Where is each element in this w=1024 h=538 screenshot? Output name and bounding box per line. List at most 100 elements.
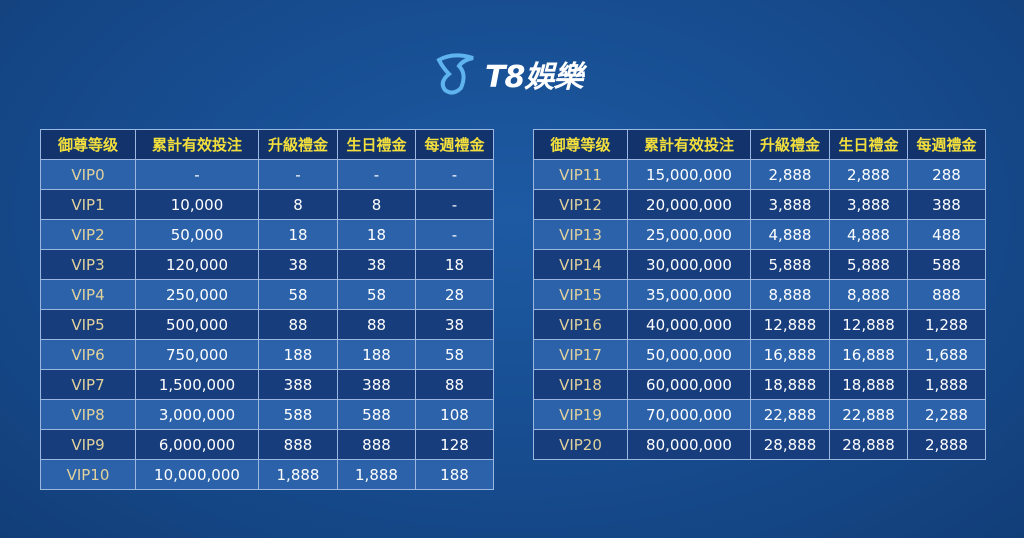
vip-level-cell: VIP8 [40,399,136,430]
vip-level-cell: VIP0 [40,159,136,190]
cumulative-bet-cell: 10,000,000 [135,459,259,490]
header-cumulative-bet: 累計有效投注 [627,129,751,160]
upgrade-bonus-cell: - [258,159,338,190]
table-row: VIP14 30,000,000 5,888 5,888 588 [533,249,986,280]
upgrade-bonus-cell: 28,888 [750,429,830,460]
birthday-bonus-cell: 22,888 [829,399,908,430]
upgrade-bonus-cell: 4,888 [750,219,830,250]
vip-level-cell: VIP5 [40,309,136,340]
cumulative-bet-cell: 60,000,000 [627,369,751,400]
birthday-bonus-cell: 888 [337,429,416,460]
vip-level-cell: VIP15 [533,279,628,310]
vip-level-cell: VIP2 [40,219,136,250]
table-row: VIP11 15,000,000 2,888 2,888 288 [533,159,986,190]
upgrade-bonus-cell: 16,888 [750,339,830,370]
upgrade-bonus-cell: 22,888 [750,399,830,430]
header-weekly-bonus: 每週禮金 [907,129,986,160]
cumulative-bet-cell: 20,000,000 [627,189,751,220]
table-header-row: 御尊等级 累計有效投注 升級禮金 生日禮金 每週禮金 [40,129,494,160]
vip-level-cell: VIP1 [40,189,136,220]
cumulative-bet-cell: 50,000 [135,219,259,250]
table-row: VIP17 50,000,000 16,888 16,888 1,688 [533,339,986,370]
table-row: VIP6 750,000 188 188 58 [40,339,494,370]
upgrade-bonus-cell: 18,888 [750,369,830,400]
table-row: VIP2 50,000 18 18- [40,219,494,250]
header-level: 御尊等级 [533,129,628,160]
weekly-bonus-cell: 2,288 [907,399,986,430]
birthday-bonus-cell: 58 [337,279,416,310]
cumulative-bet-cell: 750,000 [135,339,259,370]
vip-level-cell: VIP17 [533,339,628,370]
weekly-bonus-cell: 1,288 [907,309,986,340]
weekly-bonus-cell: 188 [415,459,494,490]
upgrade-bonus-cell: 188 [258,339,338,370]
cumulative-bet-cell: 10,000 [135,189,259,220]
table-row: VIP3 120,000 38 38 18 [40,249,494,280]
birthday-bonus-cell: 2,888 [829,159,908,190]
vip-level-cell: VIP3 [40,249,136,280]
birthday-bonus-cell: - [337,159,416,190]
cumulative-bet-cell: 35,000,000 [627,279,751,310]
weekly-bonus-cell: 128 [415,429,494,460]
weekly-bonus-cell: 28 [415,279,494,310]
upgrade-bonus-cell: 8,888 [750,279,830,310]
cumulative-bet-cell: 40,000,000 [627,309,751,340]
cumulative-bet-cell: 6,000,000 [135,429,259,460]
vip-table-left: 御尊等级 累計有效投注 升級禮金 生日禮金 每週禮金 VIP0- - - - VIP1 10,00… [40,129,494,490]
t8-logo-icon [436,53,474,95]
birthday-bonus-cell: 4,888 [829,219,908,250]
table-row: VIP8 3,000,000 588 588 108 [40,399,494,430]
birthday-bonus-cell: 8 [337,189,416,220]
birthday-bonus-cell: 18 [337,219,416,250]
upgrade-bonus-cell: 58 [258,279,338,310]
header-birthday-bonus: 生日禮金 [337,129,416,160]
vip-level-cell: VIP7 [40,369,136,400]
vip-level-cell: VIP6 [40,339,136,370]
table-row: VIP15 35,000,000 8,888 8,888 888 [533,279,986,310]
birthday-bonus-cell: 5,888 [829,249,908,280]
birthday-bonus-cell: 188 [337,339,416,370]
upgrade-bonus-cell: 388 [258,369,338,400]
weekly-bonus-cell: - [415,159,494,190]
cumulative-bet-cell: 50,000,000 [627,339,751,370]
vip-level-cell: VIP18 [533,369,628,400]
header-weekly-bonus: 每週禮金 [415,129,494,160]
birthday-bonus-cell: 3,888 [829,189,908,220]
birthday-bonus-cell: 388 [337,369,416,400]
vip-level-cell: VIP19 [533,399,628,430]
vip-level-cell: VIP4 [40,279,136,310]
header-upgrade-bonus: 升級禮金 [258,129,338,160]
upgrade-bonus-cell: 18 [258,219,338,250]
table-row: VIP13 25,000,000 4,888 4,888 488 [533,219,986,250]
upgrade-bonus-cell: 2,888 [750,159,830,190]
weekly-bonus-cell: 1,888 [907,369,986,400]
weekly-bonus-cell: - [415,189,494,220]
table-row: VIP1 10,000 8 8- [40,189,494,220]
table-row: VIP4 250,000 58 58 28 [40,279,494,310]
weekly-bonus-cell: 58 [415,339,494,370]
weekly-bonus-cell: 88 [415,369,494,400]
vip-level-cell: VIP12 [533,189,628,220]
vip-level-cell: VIP10 [40,459,136,490]
cumulative-bet-cell: 3,000,000 [135,399,259,430]
upgrade-bonus-cell: 38 [258,249,338,280]
cumulative-bet-cell: 1,500,000 [135,369,259,400]
birthday-bonus-cell: 1,888 [337,459,416,490]
cumulative-bet-cell: 25,000,000 [627,219,751,250]
weekly-bonus-cell: - [415,219,494,250]
table-row: VIP16 40,000,000 12,888 12,888 1,288 [533,309,986,340]
upgrade-bonus-cell: 588 [258,399,338,430]
upgrade-bonus-cell: 5,888 [750,249,830,280]
birthday-bonus-cell: 12,888 [829,309,908,340]
weekly-bonus-cell: 588 [907,249,986,280]
weekly-bonus-cell: 38 [415,309,494,340]
cumulative-bet-cell: 70,000,000 [627,399,751,430]
table-row: VIP5 500,000 88 88 38 [40,309,494,340]
table-row: VIP9 6,000,000 888 888 128 [40,429,494,460]
weekly-bonus-cell: 388 [907,189,986,220]
table-row: VIP12 20,000,000 3,888 3,888 388 [533,189,986,220]
weekly-bonus-cell: 488 [907,219,986,250]
birthday-bonus-cell: 38 [337,249,416,280]
upgrade-bonus-cell: 8 [258,189,338,220]
vip-table-right: 御尊等级 累計有效投注 升級禮金 生日禮金 每週禮金 VIP11 15,000,000 2,… [533,129,986,460]
